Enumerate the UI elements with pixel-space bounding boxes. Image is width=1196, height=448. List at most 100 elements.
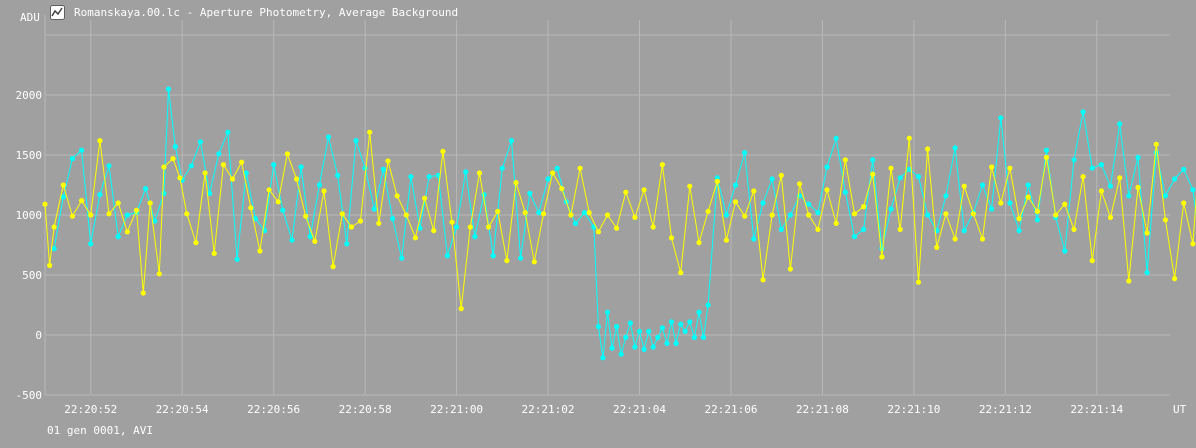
data-point-yellow: [431, 228, 437, 234]
chart-title: Romanskaya.00.lc - Aperture Photometry, …: [74, 5, 459, 19]
data-point-cyan: [499, 165, 505, 171]
data-point-yellow: [742, 213, 748, 219]
data-point-cyan: [655, 334, 661, 340]
data-point-yellow: [202, 170, 208, 176]
data-point-cyan: [316, 182, 322, 188]
data-point-yellow: [229, 176, 236, 182]
data-point-cyan: [106, 163, 112, 169]
data-point-cyan: [481, 192, 487, 198]
data-point-cyan: [380, 166, 386, 172]
data-point-yellow: [1162, 217, 1168, 223]
data-point-cyan: [760, 200, 766, 206]
data-point-cyan: [870, 157, 876, 163]
data-point-cyan: [582, 210, 588, 216]
title-bar: Romanskaya.00.lc - Aperture Photometry, …: [50, 3, 458, 21]
data-point-cyan: [243, 170, 249, 176]
data-point-cyan: [527, 190, 533, 196]
data-point-yellow: [678, 270, 684, 276]
data-point-yellow: [806, 212, 812, 218]
y-tick-label: 2000: [16, 89, 43, 102]
data-point-cyan: [115, 234, 121, 240]
data-point-cyan: [714, 175, 720, 181]
data-point-cyan: [51, 246, 57, 252]
data-point-cyan: [687, 319, 693, 325]
data-point-cyan: [678, 321, 684, 327]
data-point-cyan: [454, 224, 460, 230]
data-point-cyan: [842, 189, 848, 195]
data-point-cyan: [705, 302, 711, 308]
data-point-yellow: [184, 211, 190, 217]
data-point-yellow: [614, 225, 620, 231]
data-point-yellow: [714, 178, 720, 184]
data-point-cyan: [1016, 228, 1022, 234]
data-point-yellow: [1071, 226, 1077, 232]
data-point-cyan: [197, 139, 204, 145]
data-point-yellow: [394, 193, 400, 199]
x-tick-label: 22:20:54: [156, 403, 209, 416]
data-point-yellow: [1062, 201, 1068, 207]
data-point-yellow: [124, 229, 130, 235]
x-tick-label: 22:21:02: [522, 403, 575, 416]
data-point-yellow: [1007, 165, 1013, 171]
data-point-yellow: [1172, 276, 1178, 282]
data-point-yellow: [239, 159, 245, 165]
data-point-cyan: [172, 144, 178, 150]
data-point-cyan: [371, 206, 377, 212]
data-point-yellow: [943, 211, 949, 217]
data-point-yellow: [275, 199, 281, 205]
data-point-yellow: [824, 187, 830, 193]
series-line-yellow: [44, 132, 1196, 309]
data-point-cyan: [60, 194, 66, 200]
y-tick-label: -500: [16, 389, 43, 402]
data-point-yellow: [170, 156, 176, 162]
data-point-cyan: [1071, 157, 1077, 163]
data-point-cyan: [1025, 182, 1031, 188]
data-point-cyan: [298, 164, 304, 170]
data-point-cyan: [998, 115, 1004, 121]
data-point-cyan: [161, 190, 167, 196]
y-tick-label: 0: [35, 329, 42, 342]
data-point-yellow: [357, 218, 364, 224]
data-point-yellow: [696, 240, 702, 246]
data-point-yellow: [623, 189, 629, 195]
data-point-cyan: [623, 334, 629, 340]
data-point-yellow: [1117, 175, 1123, 181]
data-point-yellow: [934, 244, 940, 250]
series-layer: [42, 86, 1196, 361]
series-line-cyan: [53, 88, 1196, 358]
data-point-yellow: [842, 157, 848, 163]
data-point-cyan: [554, 165, 560, 171]
data-point-cyan: [1098, 162, 1104, 168]
data-point-yellow: [632, 214, 638, 220]
data-point-yellow: [861, 204, 867, 210]
y-axis-label: ADU: [20, 11, 40, 24]
data-point-cyan: [787, 212, 794, 218]
data-point-cyan: [732, 182, 739, 188]
data-point-cyan: [636, 328, 643, 334]
data-point-yellow: [659, 162, 666, 168]
data-point-cyan: [769, 176, 775, 182]
data-point-yellow: [1080, 174, 1086, 180]
app-icon: [50, 4, 65, 20]
data-point-yellow: [133, 207, 140, 213]
data-point-yellow: [193, 240, 199, 246]
data-point-yellow: [88, 212, 94, 218]
data-point-cyan: [335, 172, 341, 178]
data-point-yellow: [140, 290, 146, 296]
data-point-yellow: [467, 224, 473, 230]
data-point-yellow: [458, 306, 464, 312]
data-point-cyan: [618, 351, 624, 357]
data-point-cyan: [472, 234, 478, 240]
data-point-cyan: [604, 309, 611, 315]
data-point-cyan: [915, 174, 922, 180]
data-point-cyan: [1172, 176, 1178, 182]
data-point-yellow: [668, 235, 675, 241]
data-point-yellow: [248, 205, 254, 211]
data-point-yellow: [568, 212, 574, 218]
data-point-cyan: [536, 210, 542, 216]
data-point-yellow: [833, 220, 839, 226]
data-point-cyan: [325, 134, 332, 140]
data-point-yellow: [897, 226, 903, 232]
data-point-yellow: [115, 200, 121, 206]
